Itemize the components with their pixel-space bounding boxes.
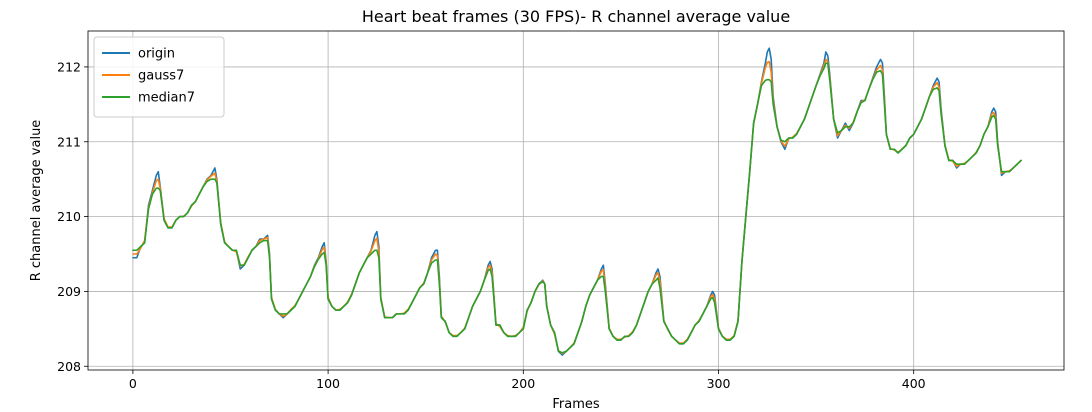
series-line-gauss7	[132, 58, 1022, 355]
chart-title: Heart beat frames (30 FPS)- R channel av…	[362, 7, 790, 26]
x-tick-label: 200	[511, 376, 535, 391]
x-axis-label: Frames	[552, 397, 600, 412]
y-tick-label: 208	[57, 359, 81, 374]
grid-lines	[88, 31, 1064, 370]
x-tick-label: 300	[707, 376, 731, 391]
series-lines	[132, 47, 1022, 356]
x-tick-label: 0	[129, 376, 137, 391]
x-tick-label: 400	[902, 376, 926, 391]
y-tick-label: 211	[57, 134, 81, 149]
y-tick-label: 210	[57, 209, 81, 224]
legend-label-gauss7: gauss7	[138, 69, 184, 84]
y-axis-label: R channel average value	[29, 120, 44, 282]
x-tick-label: 100	[316, 376, 340, 391]
axis-ticks: 0 100 200 300 400 208 209 210 211 212	[57, 59, 926, 391]
legend: origin gauss7 median7	[93, 36, 225, 118]
y-tick-label: 212	[57, 59, 81, 74]
legend-label-origin: origin	[138, 47, 175, 62]
y-tick-label: 209	[57, 284, 81, 299]
legend-label-median7: median7	[138, 91, 195, 106]
plot-frame	[87, 30, 1065, 371]
series-line-origin	[132, 47, 1022, 356]
series-line-median7	[132, 62, 1022, 354]
